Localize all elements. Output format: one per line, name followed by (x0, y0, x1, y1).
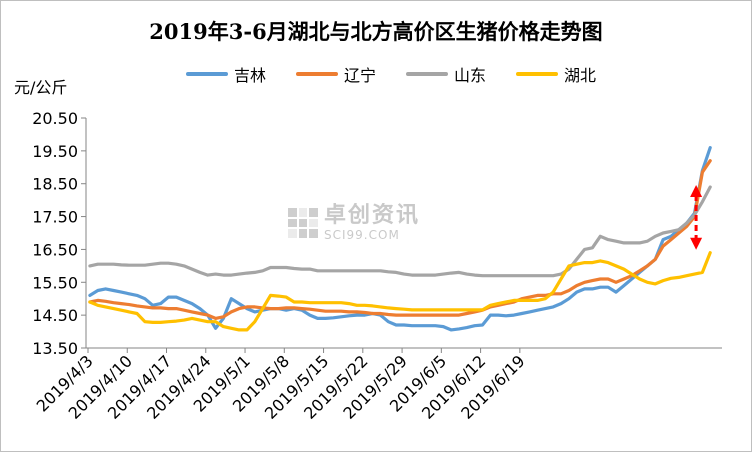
chart-legend: 吉林 辽宁 山东 湖北 (186, 62, 626, 86)
watermark-text: 卓创资讯 SCI99.COM (324, 203, 421, 242)
annotation-arrow-head-down (690, 237, 703, 250)
series-line-2 (88, 185, 712, 278)
legend-label-hubei: 湖北 (564, 66, 597, 85)
legend-item-jilin: 吉林 (186, 62, 266, 86)
legend-item-hubei: 湖北 (516, 62, 596, 86)
y-tick-label: 14.50 (32, 306, 78, 325)
legend-swatch-jilin (186, 72, 228, 76)
legend-swatch-hubei (516, 72, 559, 76)
series-line-3 (88, 251, 712, 332)
y-tick-label: 20.50 (32, 109, 78, 128)
y-tick-label: 18.50 (32, 175, 78, 194)
watermark-cn: 卓创资讯 (324, 203, 421, 228)
legend-swatch-shandong (406, 72, 449, 76)
series-line-1 (88, 159, 712, 320)
legend-label-shandong: 山东 (454, 66, 487, 85)
legend-item-liaoning: 辽宁 (296, 62, 376, 86)
series-line-0 (88, 146, 712, 332)
annotation-arrow-head-up (690, 185, 703, 197)
chart-title: 2019年3-6月湖北与北方高价区生猪价格走势图 (149, 19, 603, 44)
y-tick-label: 17.50 (32, 208, 78, 227)
legend-label-jilin: 吉林 (234, 66, 267, 85)
watermark-en: SCI99.COM (324, 228, 400, 242)
y-tick-label: 13.50 (32, 339, 78, 358)
legend-swatch-liaoning (296, 72, 339, 76)
y-tick-label: 16.50 (32, 240, 78, 259)
legend-item-shandong: 山东 (406, 62, 486, 86)
y-tick-label: 19.50 (32, 142, 78, 161)
watermark-logo-icon (288, 208, 318, 238)
y-axis-unit-label: 元/公斤 (14, 78, 68, 97)
y-tick-label: 15.50 (32, 273, 78, 292)
watermark: 卓创资讯 SCI99.COM (288, 205, 420, 241)
legend-label-liaoning: 辽宁 (344, 66, 377, 85)
